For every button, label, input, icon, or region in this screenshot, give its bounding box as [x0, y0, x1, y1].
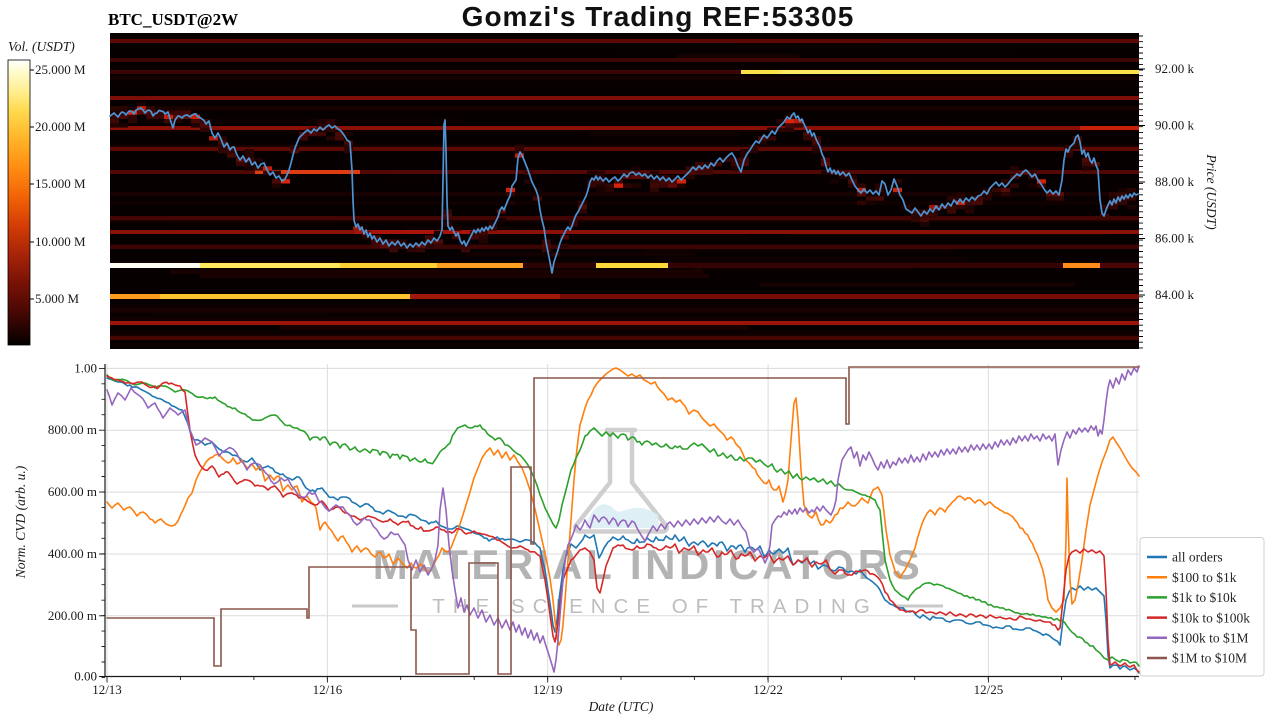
svg-text:15.000 M: 15.000 M: [35, 176, 86, 191]
svg-text:Vol. (USDT): Vol. (USDT): [8, 39, 75, 54]
svg-text:12/25: 12/25: [974, 682, 1004, 697]
svg-text:10.000 M: 10.000 M: [35, 234, 86, 249]
svg-text:800.00 m: 800.00 m: [48, 422, 97, 437]
svg-text:Date (UTC): Date (UTC): [588, 699, 654, 714]
svg-text:THE SCIENCE OF TRADING: THE SCIENCE OF TRADING: [432, 595, 878, 618]
svg-text:400.00 m: 400.00 m: [48, 546, 97, 561]
svg-text:0.00: 0.00: [74, 669, 97, 684]
svg-text:90.00 k: 90.00 k: [1155, 118, 1195, 133]
svg-text:Norm. CVD (arb. u.): Norm. CVD (arb. u.): [13, 465, 28, 579]
svg-text:$100 to $1k: $100 to $1k: [1172, 570, 1237, 585]
svg-text:20.000 M: 20.000 M: [35, 119, 86, 134]
svg-text:$1M to $10M: $1M to $10M: [1172, 651, 1247, 666]
svg-text:12/13: 12/13: [92, 682, 122, 697]
svg-text:84.00 k: 84.00 k: [1155, 287, 1195, 302]
svg-text:MATERIAL INDICATORS: MATERIAL INDICATORS: [373, 541, 924, 588]
svg-text:$100k to $1M: $100k to $1M: [1172, 631, 1249, 646]
svg-text:88.00 k: 88.00 k: [1155, 174, 1195, 189]
svg-text:92.00 k: 92.00 k: [1155, 61, 1195, 76]
svg-text:1.00: 1.00: [74, 360, 97, 375]
svg-text:$1k to $10k: $1k to $10k: [1172, 590, 1237, 605]
svg-text:5.000 M: 5.000 M: [35, 291, 80, 306]
svg-text:BTC_USDT@2W: BTC_USDT@2W: [108, 10, 238, 29]
svg-text:25.000 M: 25.000 M: [35, 62, 86, 77]
svg-text:12/22: 12/22: [753, 682, 783, 697]
svg-text:$10k to $100k: $10k to $100k: [1172, 610, 1250, 625]
svg-text:Price (USDT): Price (USDT): [1204, 153, 1219, 230]
svg-text:600.00 m: 600.00 m: [48, 484, 97, 499]
svg-text:all orders: all orders: [1172, 550, 1223, 565]
svg-text:12/16: 12/16: [313, 682, 343, 697]
svg-text:86.00 k: 86.00 k: [1155, 231, 1195, 246]
svg-text:12/19: 12/19: [533, 682, 563, 697]
svg-text:200.00 m: 200.00 m: [48, 608, 97, 623]
svg-text:Gomzi's Trading REF:53305: Gomzi's Trading REF:53305: [462, 1, 855, 32]
